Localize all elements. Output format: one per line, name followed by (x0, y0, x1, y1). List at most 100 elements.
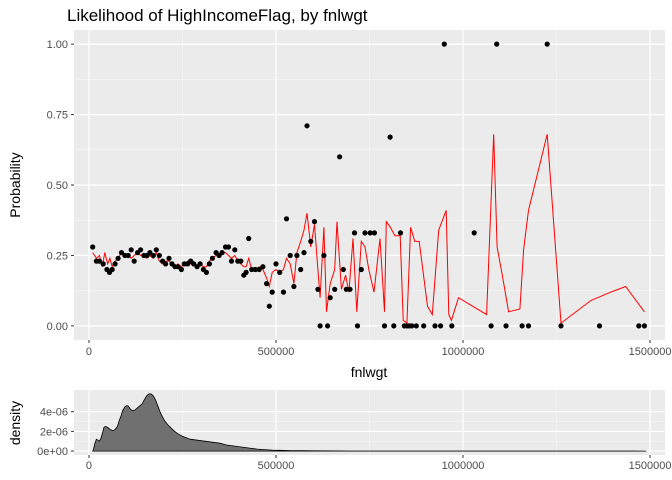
data-point (525, 323, 532, 329)
data-point (337, 154, 343, 160)
data-point (381, 323, 388, 329)
data-point (252, 266, 258, 273)
x-tick-label: 500000 (258, 346, 295, 358)
data-point (351, 230, 358, 236)
data-point (280, 289, 287, 295)
data-point (203, 269, 209, 275)
data-point (311, 219, 318, 225)
data-point (409, 323, 415, 329)
data-point (125, 252, 131, 259)
data-point (432, 323, 438, 329)
density-axis-title: density (7, 401, 23, 445)
data-point (96, 258, 102, 264)
x-tick-label: 1000000 (442, 346, 485, 358)
data-point (367, 230, 373, 236)
data-point (256, 266, 262, 273)
data-point (488, 323, 494, 329)
data-point (277, 269, 283, 275)
data-point (308, 238, 314, 244)
density-y-tick-label: 4e-06 (40, 407, 68, 419)
data-point (358, 266, 364, 273)
data-point (128, 247, 134, 253)
main-x-tick-labels: 0 500000 1000000 1500000 (86, 340, 671, 358)
density-area (92, 393, 647, 452)
data-point (219, 250, 225, 256)
data-point (90, 244, 96, 250)
density-y-tick-label: 2e-06 (40, 426, 68, 438)
data-point (273, 261, 279, 267)
data-point (246, 235, 252, 242)
data-point (249, 266, 255, 273)
data-point (294, 252, 300, 259)
data-point (228, 258, 235, 264)
data-point (291, 283, 297, 290)
data-point (225, 244, 232, 250)
data-point (238, 258, 244, 264)
data-point (354, 323, 361, 329)
data-point (150, 252, 156, 259)
data-point (519, 323, 525, 329)
density-x-tick-label: 1500000 (629, 460, 672, 472)
main-y-tick-labels: 0.00 0.25 0.50 0.75 1.00 (47, 39, 74, 333)
x-tick-label: 0 (86, 346, 92, 358)
data-point (315, 286, 321, 292)
data-point (387, 134, 393, 140)
data-point (596, 323, 603, 329)
data-point (362, 230, 368, 236)
y-tick-label: 0.25 (47, 250, 68, 262)
y-tick-label: 0.00 (47, 321, 68, 333)
data-point (266, 303, 272, 309)
x-axis-title: fnlwgt (351, 364, 388, 380)
density-x-tick-label: 0 (86, 460, 92, 472)
data-point (343, 286, 349, 292)
data-point (558, 323, 564, 329)
density-x-tick-label: 500000 (258, 460, 295, 472)
data-point (441, 41, 447, 47)
data-point (138, 247, 144, 253)
data-point (347, 286, 353, 292)
data-point (264, 281, 270, 287)
data-point (147, 250, 153, 256)
data-point (325, 323, 331, 329)
data-point (471, 230, 477, 236)
data-point (494, 41, 500, 47)
data-point (397, 230, 404, 236)
data-point (449, 323, 455, 329)
chart-title: Likelihood of HighIncomeFlag, by fnlwgt (67, 6, 368, 25)
data-point (112, 261, 118, 267)
data-point (100, 261, 106, 267)
data-point (206, 261, 212, 267)
data-point (243, 269, 249, 275)
probability-points (90, 41, 648, 329)
data-point (298, 266, 304, 273)
data-point (131, 258, 137, 264)
data-point (287, 252, 293, 259)
data-point (371, 230, 377, 236)
data-point (327, 295, 333, 301)
density-area-shape (92, 393, 647, 452)
data-point (260, 264, 266, 270)
data-point (283, 216, 290, 222)
data-point (304, 123, 310, 129)
data-point (115, 255, 121, 261)
data-point (544, 41, 550, 47)
data-point (197, 261, 203, 267)
data-point (153, 247, 159, 253)
data-point (421, 323, 427, 329)
data-point (178, 266, 184, 273)
y-tick-label: 0.50 (47, 180, 68, 192)
y-tick-label: 0.75 (47, 110, 68, 122)
data-point (301, 250, 307, 256)
data-point (166, 255, 172, 261)
data-point (391, 323, 397, 329)
data-point (438, 323, 444, 329)
data-point (641, 323, 648, 329)
data-point (269, 289, 275, 295)
density-x-tick-labels: 0 500000 1000000 1500000 (86, 455, 672, 472)
data-point (413, 323, 419, 329)
data-point (340, 266, 346, 273)
density-x-tick-label: 1000000 (442, 460, 485, 472)
data-point (163, 261, 169, 267)
data-point (317, 323, 323, 329)
